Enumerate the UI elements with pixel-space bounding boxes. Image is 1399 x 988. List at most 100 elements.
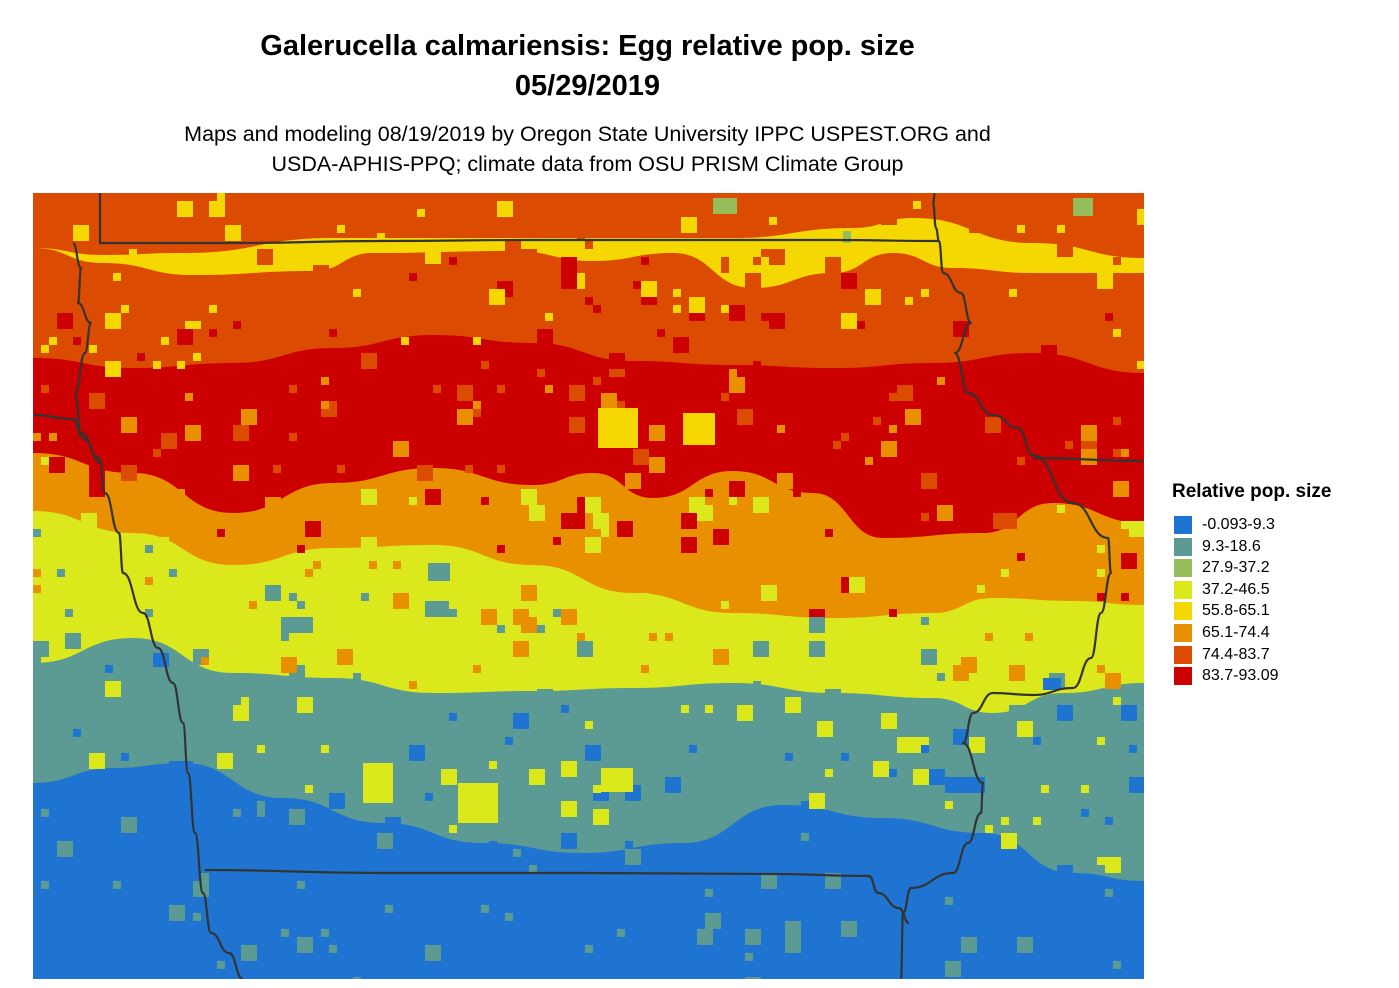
raster-cell [369, 561, 377, 569]
raster-cell [785, 697, 801, 713]
raster-cell [33, 585, 41, 593]
raster-cell [865, 457, 873, 465]
raster-cell [1113, 329, 1121, 337]
raster-cell [233, 321, 241, 329]
raster-cell [1113, 417, 1121, 425]
raster-cell [449, 913, 465, 929]
raster-cell [1001, 833, 1017, 849]
raster-cell [353, 977, 361, 979]
raster-cell [329, 825, 345, 841]
raster-cell [473, 873, 489, 889]
raster-cell [377, 833, 393, 849]
raster-cell [921, 945, 937, 961]
raster-cell [601, 897, 609, 905]
raster-cell [1041, 873, 1057, 889]
raster-cell [1097, 273, 1113, 289]
raster-cell [265, 497, 281, 513]
map-title-line1: Galerucella calmariensis: Egg relative p… [260, 30, 915, 62]
raster-cell [1081, 449, 1097, 465]
raster-cell [681, 537, 697, 553]
raster-cell [233, 705, 241, 713]
raster-cell [921, 649, 937, 665]
raster-cell [665, 633, 673, 641]
raster-cell [1105, 313, 1113, 321]
raster-patch [428, 563, 450, 581]
raster-cell [209, 913, 225, 929]
raster-cell [841, 273, 857, 289]
raster-cell [417, 881, 425, 889]
raster-cell [1105, 673, 1121, 689]
raster-cell [561, 257, 577, 273]
raster-cell [705, 913, 721, 929]
raster-cell [945, 961, 961, 977]
raster-cell [961, 937, 977, 953]
raster-cell [881, 209, 897, 225]
raster-cell [321, 377, 329, 385]
raster-cell [217, 817, 233, 833]
raster-cell [105, 313, 121, 329]
raster-cell [569, 417, 585, 433]
raster-cell [73, 809, 81, 817]
raster-cell [177, 361, 185, 369]
raster-cell [889, 769, 897, 777]
raster-cell [633, 209, 649, 225]
raster-cell [1097, 737, 1105, 745]
raster-cell [41, 345, 49, 353]
raster-cell [105, 233, 121, 249]
raster-cell [593, 305, 601, 313]
raster-cell [337, 921, 353, 937]
raster-cell [705, 705, 713, 713]
raster-cell [1081, 809, 1089, 817]
raster-cell [1137, 361, 1144, 369]
raster-cell [729, 369, 737, 377]
raster-cell [33, 657, 41, 665]
raster-cell [1129, 193, 1144, 209]
raster-cell [585, 721, 593, 729]
raster-cell [561, 961, 569, 969]
raster-cell [81, 513, 97, 529]
raster-cell [561, 609, 577, 625]
raster-cell [1033, 817, 1041, 825]
raster-cell [321, 929, 329, 937]
raster-cell [649, 457, 665, 473]
raster-cell [537, 953, 545, 961]
raster-cell [633, 969, 649, 979]
raster-cell [361, 593, 369, 601]
raster-cell [233, 809, 241, 817]
raster-cell [113, 793, 121, 801]
raster-cell [1009, 705, 1025, 721]
raster-cell [209, 329, 217, 337]
raster-cell [393, 561, 401, 569]
raster-cell [1105, 889, 1113, 897]
raster-cell [921, 745, 929, 753]
raster-cell [961, 657, 977, 673]
raster-cell [1049, 209, 1057, 217]
raster-cell [57, 313, 73, 329]
raster-cell [673, 289, 681, 297]
raster-cell [73, 337, 81, 345]
raster-cell [193, 913, 201, 921]
raster-cell [881, 713, 897, 729]
raster-cell [705, 889, 713, 897]
raster-cell [1025, 633, 1033, 641]
raster-cell [753, 193, 761, 201]
raster-cell [65, 905, 81, 921]
raster-cell [1113, 257, 1121, 265]
raster-cell [41, 809, 49, 817]
raster-cell [609, 353, 625, 369]
raster-cell [569, 513, 585, 529]
raster-cell [769, 809, 777, 817]
raster-cell [721, 601, 729, 609]
raster-cell [1129, 921, 1144, 937]
raster-cell [1113, 697, 1121, 705]
raster-cell [1121, 449, 1129, 457]
raster-cell [825, 873, 841, 889]
raster-cell [49, 337, 57, 345]
legend-label: -0.093-9.3 [1202, 516, 1275, 533]
raster-cell [153, 361, 161, 369]
raster-cell [521, 585, 537, 601]
raster-cell [185, 393, 193, 401]
raster-cell [377, 233, 385, 241]
raster-cell [841, 921, 857, 937]
raster-cell [1065, 441, 1073, 449]
